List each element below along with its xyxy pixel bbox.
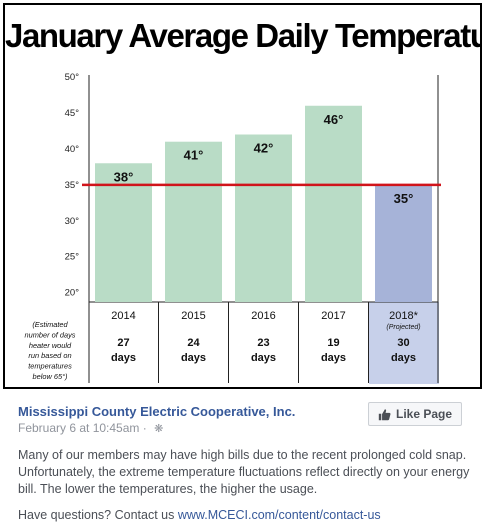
page-name-link[interactable]: Mississippi County Electric Cooperative,… xyxy=(18,404,296,419)
thumbs-up-icon xyxy=(378,408,391,420)
like-page-label: Like Page xyxy=(395,407,453,421)
days-value: 24 xyxy=(187,337,200,349)
x-tick-label: 2014 xyxy=(111,310,135,322)
post-body: Many of our members may have high bills … xyxy=(18,447,480,498)
table-note-line: temperatures xyxy=(28,362,72,371)
table-note-line: (Estimated xyxy=(32,320,68,329)
y-tick-label: 30° xyxy=(65,216,80,227)
x-tick-label: 2016 xyxy=(251,310,275,322)
bar-chart: 20° 25° 30° 35° 40° 45° 50° 38° 2014 27 days 41° 201… xyxy=(25,72,441,384)
days-unit-label: days xyxy=(111,352,136,364)
post-meta: February 6 at 10:45am · ❋ xyxy=(18,421,163,435)
table-note-line: heater would xyxy=(29,341,72,350)
y-tick-label: 20° xyxy=(65,288,80,299)
days-value: 30 xyxy=(397,337,409,349)
data-label: 35° xyxy=(394,191,414,206)
table-note-line: below 65°) xyxy=(32,372,68,381)
bar xyxy=(375,184,432,302)
bar xyxy=(235,134,292,302)
y-tick-label: 35° xyxy=(65,180,80,191)
data-label: 41° xyxy=(184,148,204,163)
contact-link[interactable]: www.MCECI.com/content/contact-us xyxy=(177,508,381,522)
gear-icon[interactable]: ❋ xyxy=(154,423,164,435)
y-tick-label: 25° xyxy=(65,252,80,263)
days-value: 27 xyxy=(117,337,129,349)
post-timestamp[interactable]: February 6 at 10:45am xyxy=(18,421,140,435)
x-tick-label: 2015 xyxy=(181,310,205,322)
days-unit-label: days xyxy=(251,352,276,364)
bar xyxy=(165,141,222,302)
data-label: 38° xyxy=(114,169,134,184)
table-note-line: number of days xyxy=(25,330,76,339)
x-tick-label: 2018* xyxy=(389,310,418,322)
bar xyxy=(95,163,152,302)
x-tick-sublabel: (Projected) xyxy=(386,324,420,331)
data-label: 42° xyxy=(254,141,274,156)
y-tick-label: 45° xyxy=(65,108,80,119)
y-tick-label: 50° xyxy=(65,72,80,83)
chart-frame: January Average Daily Temperature 20° 25°… xyxy=(3,3,482,389)
bar xyxy=(305,105,362,302)
contact-prefix: Have questions? Contact us xyxy=(18,508,178,522)
post-paragraph: Many of our members may have high bills … xyxy=(18,448,470,496)
x-tick-label: 2017 xyxy=(321,310,345,322)
days-column-highlight xyxy=(369,302,439,384)
days-value: 19 xyxy=(327,337,339,349)
y-tick-label: 40° xyxy=(65,144,80,155)
days-unit-label: days xyxy=(321,352,346,364)
post-contact-line: Have questions? Contact us www.MCECI.com… xyxy=(18,508,381,522)
days-unit-label: days xyxy=(391,352,416,364)
days-unit-label: days xyxy=(181,352,206,364)
table-note-line: run based on xyxy=(28,351,71,360)
data-label: 46° xyxy=(324,112,344,127)
meta-separator: · xyxy=(142,421,147,435)
chart-title: January Average Daily Temperature xyxy=(5,17,482,54)
days-value: 23 xyxy=(257,337,269,349)
like-page-button[interactable]: Like Page xyxy=(368,402,462,426)
